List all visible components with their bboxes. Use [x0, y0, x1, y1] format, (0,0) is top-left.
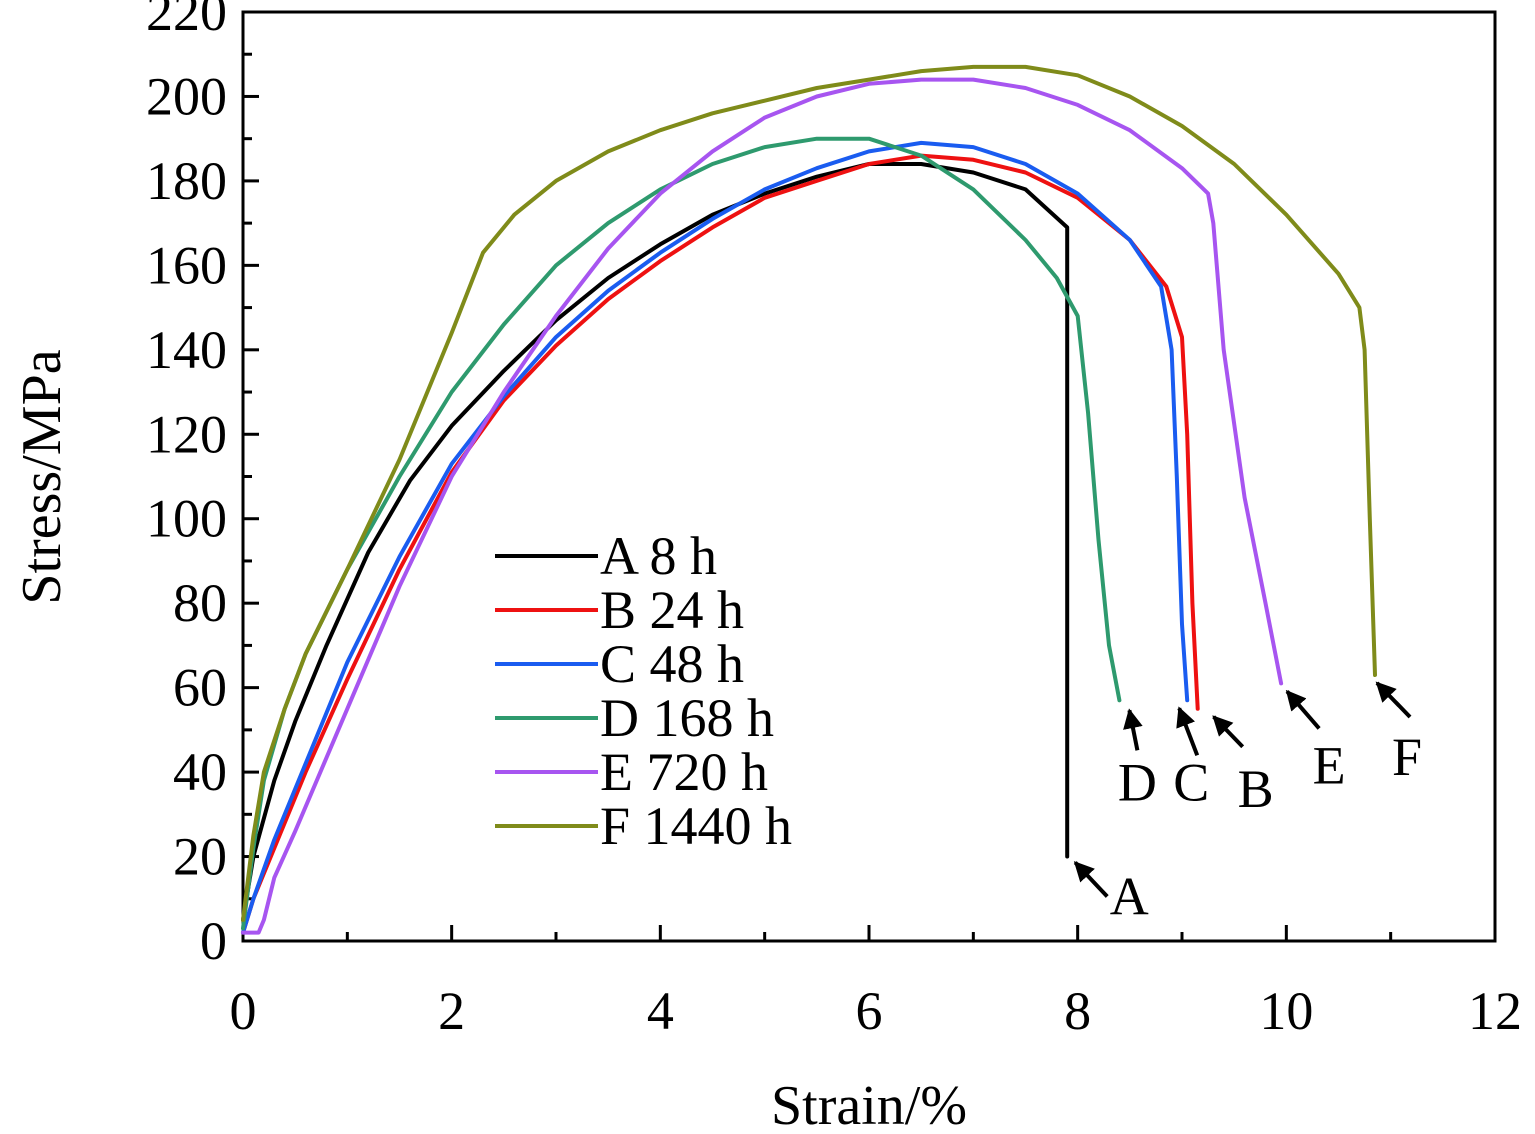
- y-axis-title: Stress/MPa: [11, 349, 73, 604]
- end-arrow-c: [1176, 706, 1200, 757]
- x-tick-label: 4: [647, 981, 674, 1041]
- end-arrow-f: [1375, 681, 1412, 719]
- legend-label: C 48 h: [600, 634, 744, 694]
- y-tick-label: 100: [146, 489, 227, 549]
- end-label-annotations: A BCD E F: [1073, 681, 1422, 927]
- legend-label: E 720 h: [600, 742, 768, 802]
- series-line-e: [241, 77, 1284, 935]
- end-arrow-a: [1073, 861, 1109, 898]
- y-tick-label: 40: [173, 742, 227, 802]
- end-label-e: E: [1313, 735, 1346, 795]
- y-tick-label: 60: [173, 658, 227, 718]
- y-tick-label: 120: [146, 404, 227, 464]
- series-line-a: [241, 162, 1070, 922]
- end-label-d: D: [1118, 752, 1157, 812]
- x-tick-label: 12: [1468, 981, 1522, 1041]
- y-tick-label: 180: [146, 151, 227, 211]
- end-label-f: F: [1392, 727, 1422, 787]
- end-label-a: A: [1110, 867, 1149, 927]
- legend-label: A 8 h: [600, 526, 717, 586]
- end-arrow-d: [1123, 708, 1143, 751]
- series-layer: [241, 64, 1377, 935]
- y-tick-label: 0: [200, 911, 227, 971]
- x-tick-label: 0: [230, 981, 257, 1041]
- y-tick-label: 20: [173, 827, 227, 887]
- series-line-f: [241, 64, 1377, 922]
- end-label-c: C: [1173, 752, 1209, 812]
- series-line-b: [241, 153, 1200, 935]
- y-axis: 0 20 40 60 80 100 120 140 160 180 200 220: [146, 0, 259, 971]
- end-arrow-e: [1285, 689, 1321, 730]
- x-tick-label: 6: [856, 981, 883, 1041]
- y-tick-label: 140: [146, 320, 227, 380]
- end-arrow-b: [1212, 715, 1245, 749]
- x-tick-label: 2: [438, 981, 465, 1041]
- x-axis: 0 2 4 6 8 10 12: [230, 925, 1522, 1041]
- x-axis-title: Strain/%: [771, 1075, 967, 1134]
- y-tick-label: 80: [173, 573, 227, 633]
- x-tick-label: 8: [1064, 981, 1091, 1041]
- legend-label: B 24 h: [600, 580, 744, 640]
- y-tick-label: 200: [146, 66, 227, 126]
- end-label-b: B: [1238, 759, 1274, 819]
- y-tick-label: 160: [146, 235, 227, 295]
- legend-label: D 168 h: [600, 688, 774, 748]
- series-line-c: [241, 140, 1190, 935]
- legend: A 8 hB 24 hC 48 hD 168 hE 720 hF 1440 h: [495, 526, 792, 856]
- x-tick-label: 10: [1259, 981, 1313, 1041]
- y-tick-label: 220: [146, 0, 227, 42]
- legend-label: F 1440 h: [600, 796, 792, 856]
